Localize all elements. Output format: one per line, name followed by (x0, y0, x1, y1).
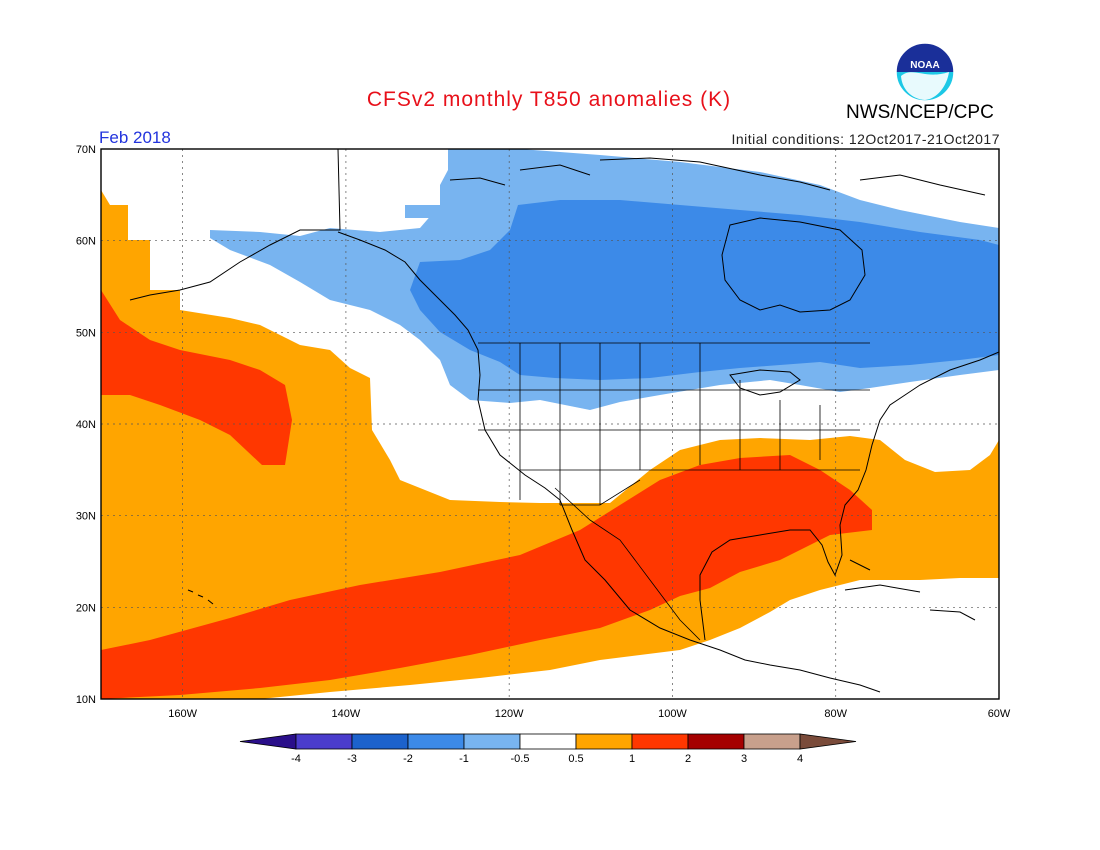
colorbar-label: 4 (797, 753, 803, 765)
colorbar-label: 0.5 (568, 753, 583, 765)
coastline-hudson-bay (721, 217, 866, 313)
anomaly-fill-layer (101, 149, 999, 699)
lon-label: 120W (495, 708, 524, 720)
colorbar-swatch (519, 733, 577, 750)
warm-anomaly-region-pacific (101, 190, 999, 699)
colorbar-swatch (743, 733, 801, 750)
coastline-caribbean (844, 559, 976, 621)
colorbar-label: -0.5 (511, 753, 530, 765)
state-borders (478, 342, 870, 641)
lat-label: 10N (76, 694, 96, 706)
colorbar-label: 2 (685, 753, 691, 765)
cold-anomaly-region-core (410, 200, 999, 380)
coastline-great-lakes (729, 369, 801, 396)
colorbar-swatch (631, 733, 689, 750)
lon-label: 80W (824, 708, 847, 720)
coastline-hawaii (187, 589, 214, 605)
organization-label: NWS/NCEP/CPC (846, 102, 994, 123)
colorbar-swatch (407, 733, 465, 750)
colorbar-swatch (351, 733, 409, 750)
latitude-labels: 10N 20N 30N 40N 50N 60N 70N (76, 144, 96, 706)
coastline-arctic-islands (449, 157, 986, 196)
chart-title: CFSv2 monthly T850 anomalies (K) (366, 88, 732, 111)
graticule (101, 149, 999, 699)
colorbar: -4 -3 -2 -1 -0.5 0.5 1 2 3 4 (239, 733, 857, 765)
lat-label: 60N (76, 236, 96, 248)
lat-label: 40N (76, 419, 96, 431)
colorbar-swatch (295, 733, 353, 750)
colorbar-label: -4 (291, 753, 301, 765)
warm-anomaly-region-core (101, 290, 872, 699)
colorbar-label: -2 (403, 753, 413, 765)
lat-label: 20N (76, 602, 96, 614)
colorbar-label: -1 (459, 753, 469, 765)
lon-label: 160W (168, 708, 197, 720)
forecast-period: Feb 2018 (99, 128, 171, 147)
lat-label: 70N (76, 144, 96, 156)
coastlines (129, 148, 1000, 693)
colorbar-swatch (575, 733, 633, 750)
svg-text:NOAA: NOAA (910, 60, 939, 71)
colorbar-arrow-low (239, 733, 297, 750)
colorbar-swatch (463, 733, 521, 750)
initial-conditions: Initial conditions: 12Oct2017-21Oct2017 (731, 131, 1000, 147)
lat-label: 30N (76, 511, 96, 523)
colorbar-label: 3 (741, 753, 747, 765)
colorbar-arrow-high (799, 733, 857, 750)
lon-label: 60W (988, 708, 1011, 720)
colorbar-label: -3 (347, 753, 357, 765)
map-frame (100, 148, 1000, 700)
coastline-gulf (699, 351, 1000, 641)
lon-label: 100W (658, 708, 687, 720)
lat-label: 50N (76, 327, 96, 339)
colorbar-label: 1 (629, 753, 635, 765)
noaa-logo: NOAA (895, 42, 955, 102)
longitude-labels: 160W 140W 120W 100W 80W 60W (168, 708, 1011, 720)
colorbar-swatch (687, 733, 745, 750)
lon-label: 140W (332, 708, 361, 720)
coastline-north-america-west (129, 148, 881, 693)
